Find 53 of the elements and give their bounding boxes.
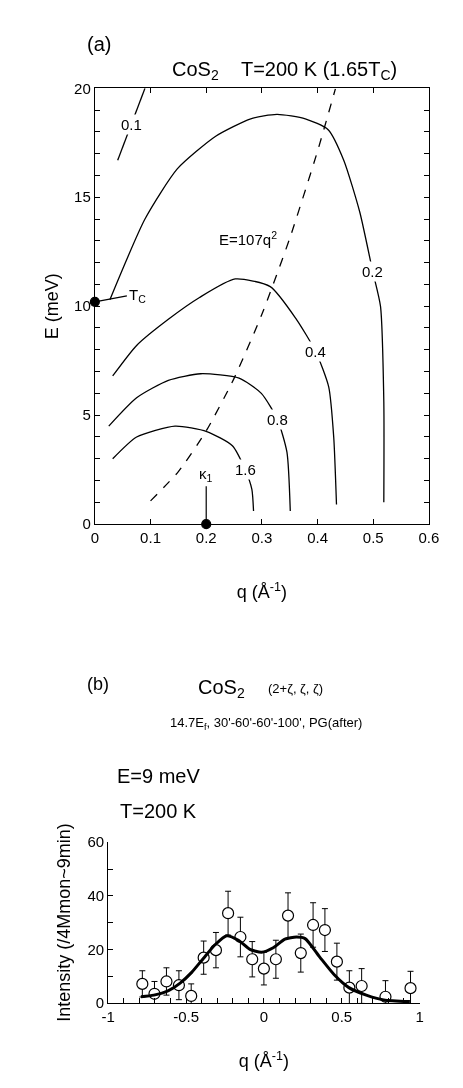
x-tick-label: 0.4 <box>307 529 328 547</box>
x-tick-label: 0.5 <box>362 529 384 547</box>
y-tick-label: 0 <box>82 515 91 533</box>
point <box>404 982 417 995</box>
annotation: T$_{C}$ <box>129 286 147 306</box>
x-tick-label: 0.3 <box>251 529 273 547</box>
chart-title: CoS$_{2}$ <box>198 676 245 702</box>
point <box>185 989 198 1003</box>
point <box>269 953 282 966</box>
x-tick-label: 0.2 <box>195 529 217 547</box>
point <box>281 909 295 922</box>
series-label: 0.4 <box>305 343 326 360</box>
point <box>294 946 307 960</box>
y-axis-title: E (meV) <box>42 273 63 340</box>
point <box>330 955 343 968</box>
series-label: E=107q$^{2}$ <box>219 229 278 249</box>
x-axis-title: q (Å$^{-1}$) <box>236 579 287 603</box>
series-label: 0.8 <box>267 411 288 428</box>
y-tick-label: 10 <box>74 297 91 315</box>
point <box>257 962 270 975</box>
point <box>246 953 259 966</box>
chart-subtitle: 14.7E$_{f}$, 30'-60'-60'-100', PG(after) <box>170 715 363 732</box>
series-label: 0.2 <box>362 263 383 280</box>
annotation: κ$_{1}$ <box>199 465 213 485</box>
y-tick-label: 15 <box>74 188 91 206</box>
point <box>136 977 149 990</box>
y-axis-title: Intensity (/4Mmon~9min) <box>53 823 74 1022</box>
y-tick-label: 20 <box>87 940 105 958</box>
x-tick-label: 0.5 <box>331 1007 353 1025</box>
point <box>355 979 368 993</box>
y-tick-label: 40 <box>87 887 105 905</box>
point <box>222 907 235 920</box>
text: E=9 meV <box>117 765 201 787</box>
point <box>306 918 320 932</box>
point <box>160 975 173 988</box>
point <box>318 923 332 937</box>
text: (b) <box>87 674 109 694</box>
x-tick-label: 0 <box>259 1007 269 1025</box>
text: (2+ζ, ζ, ζ) <box>268 681 324 696</box>
line-series <box>112 278 338 506</box>
x-tick-label: 1 <box>415 1007 424 1025</box>
series-label: 1.6 <box>235 461 256 478</box>
y-tick-label: 5 <box>82 406 91 424</box>
chart-title: CoS$_{2}$ T=200 K (1.65T$_{C}$) <box>172 58 398 84</box>
text: (a) <box>87 33 112 55</box>
y-tick-label: 60 <box>87 833 105 851</box>
x-tick-label: 0.1 <box>140 529 161 547</box>
series-label: 0.1 <box>121 116 142 133</box>
y-tick-label: 20 <box>74 79 91 97</box>
x-axis-title: q (Å$^{-1}$) <box>238 1048 290 1072</box>
x-tick-label: -0.5 <box>173 1007 199 1025</box>
text: T=200 K <box>120 800 197 822</box>
x-tick-label: 0.6 <box>418 529 440 547</box>
